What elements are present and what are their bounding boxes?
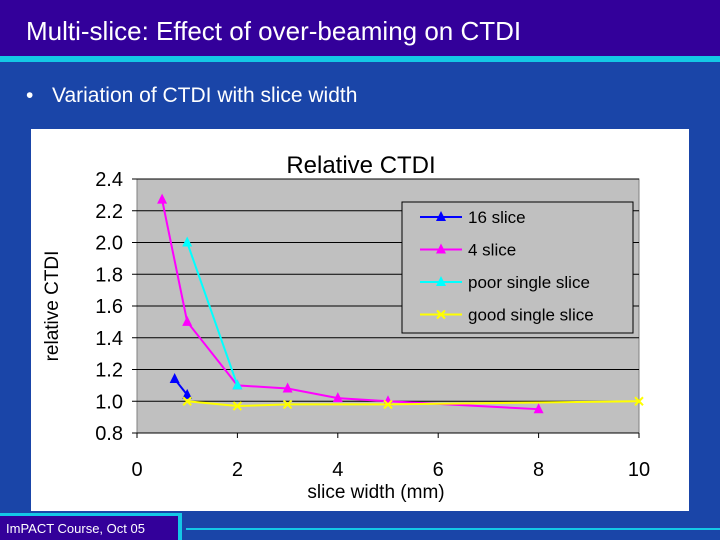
data-point [169,373,180,384]
y-tick-label: 1.4 [95,328,123,350]
data-point [383,399,393,410]
chart-frame: 2.4 2.2 2.0 1.8 1.6 1.4 1.2 1.0 0.8 0 2 4 6 8 10 Relati… [31,129,689,511]
y-tick-label: 0.8 [95,423,123,445]
footer-text: ImPACT Course, Oct 05 [6,521,145,536]
data-point [232,401,243,411]
legend-label: 4 slice [468,241,516,260]
y-axis-label: relative CTDI [42,251,63,362]
data-point [282,399,293,410]
legend-label: 16 slice [468,208,526,227]
bullet-item: • Variation of CTDI with slice width [26,84,357,108]
y-tick-label: 2.0 [95,233,123,255]
x-tick-label: 8 [533,459,544,481]
title-accent-stripe [0,56,720,62]
data-point [634,396,644,406]
y-tick-label: 1.0 [95,391,123,413]
data-point [182,315,193,326]
legend-marker [436,211,446,221]
data-point [182,236,193,247]
footer-rule [186,528,720,530]
x-tick-label: 0 [131,459,142,481]
series-line [186,242,239,386]
legend-label: good single slice [468,306,594,325]
legend-marker [436,243,446,254]
footer-box: ImPACT Course, Oct 05 [0,513,182,540]
legend-marker [436,309,446,320]
data-point [182,396,192,406]
data-point [282,382,293,393]
y-tick-label: 2.4 [95,169,123,191]
title-bar: Multi-slice: Effect of over-beaming on C… [0,0,720,56]
bullet-symbol: • [26,84,34,107]
y-tick-label: 1.2 [95,360,123,382]
x-axis-label: slice width (mm) [307,482,444,503]
data-point [232,379,243,390]
legend-marker [436,276,446,286]
y-tick-label: 1.8 [95,264,123,286]
chart-title: Relative CTDI [286,152,435,179]
y-tick-label: 1.6 [95,296,123,318]
data-point [332,392,343,403]
x-tick-label: 10 [628,459,650,481]
data-point [533,403,544,414]
relative-ctdi-chart: 2.4 2.2 2.0 1.8 1.6 1.4 1.2 1.0 0.8 0 2 4 6 8 10 Relati… [42,152,650,503]
data-point [182,388,193,399]
slide-title: Multi-slice: Effect of over-beaming on C… [26,16,522,46]
data-point [157,193,168,204]
x-tick-label: 4 [332,459,343,481]
legend-box [401,201,634,334]
bullet-text: Variation of CTDI with slice width [52,84,358,107]
x-tick-label: 6 [433,459,444,481]
y-tick-label: 2.2 [95,201,123,223]
legend-label: poor single slice [468,273,590,292]
x-tick-label: 2 [232,459,243,481]
